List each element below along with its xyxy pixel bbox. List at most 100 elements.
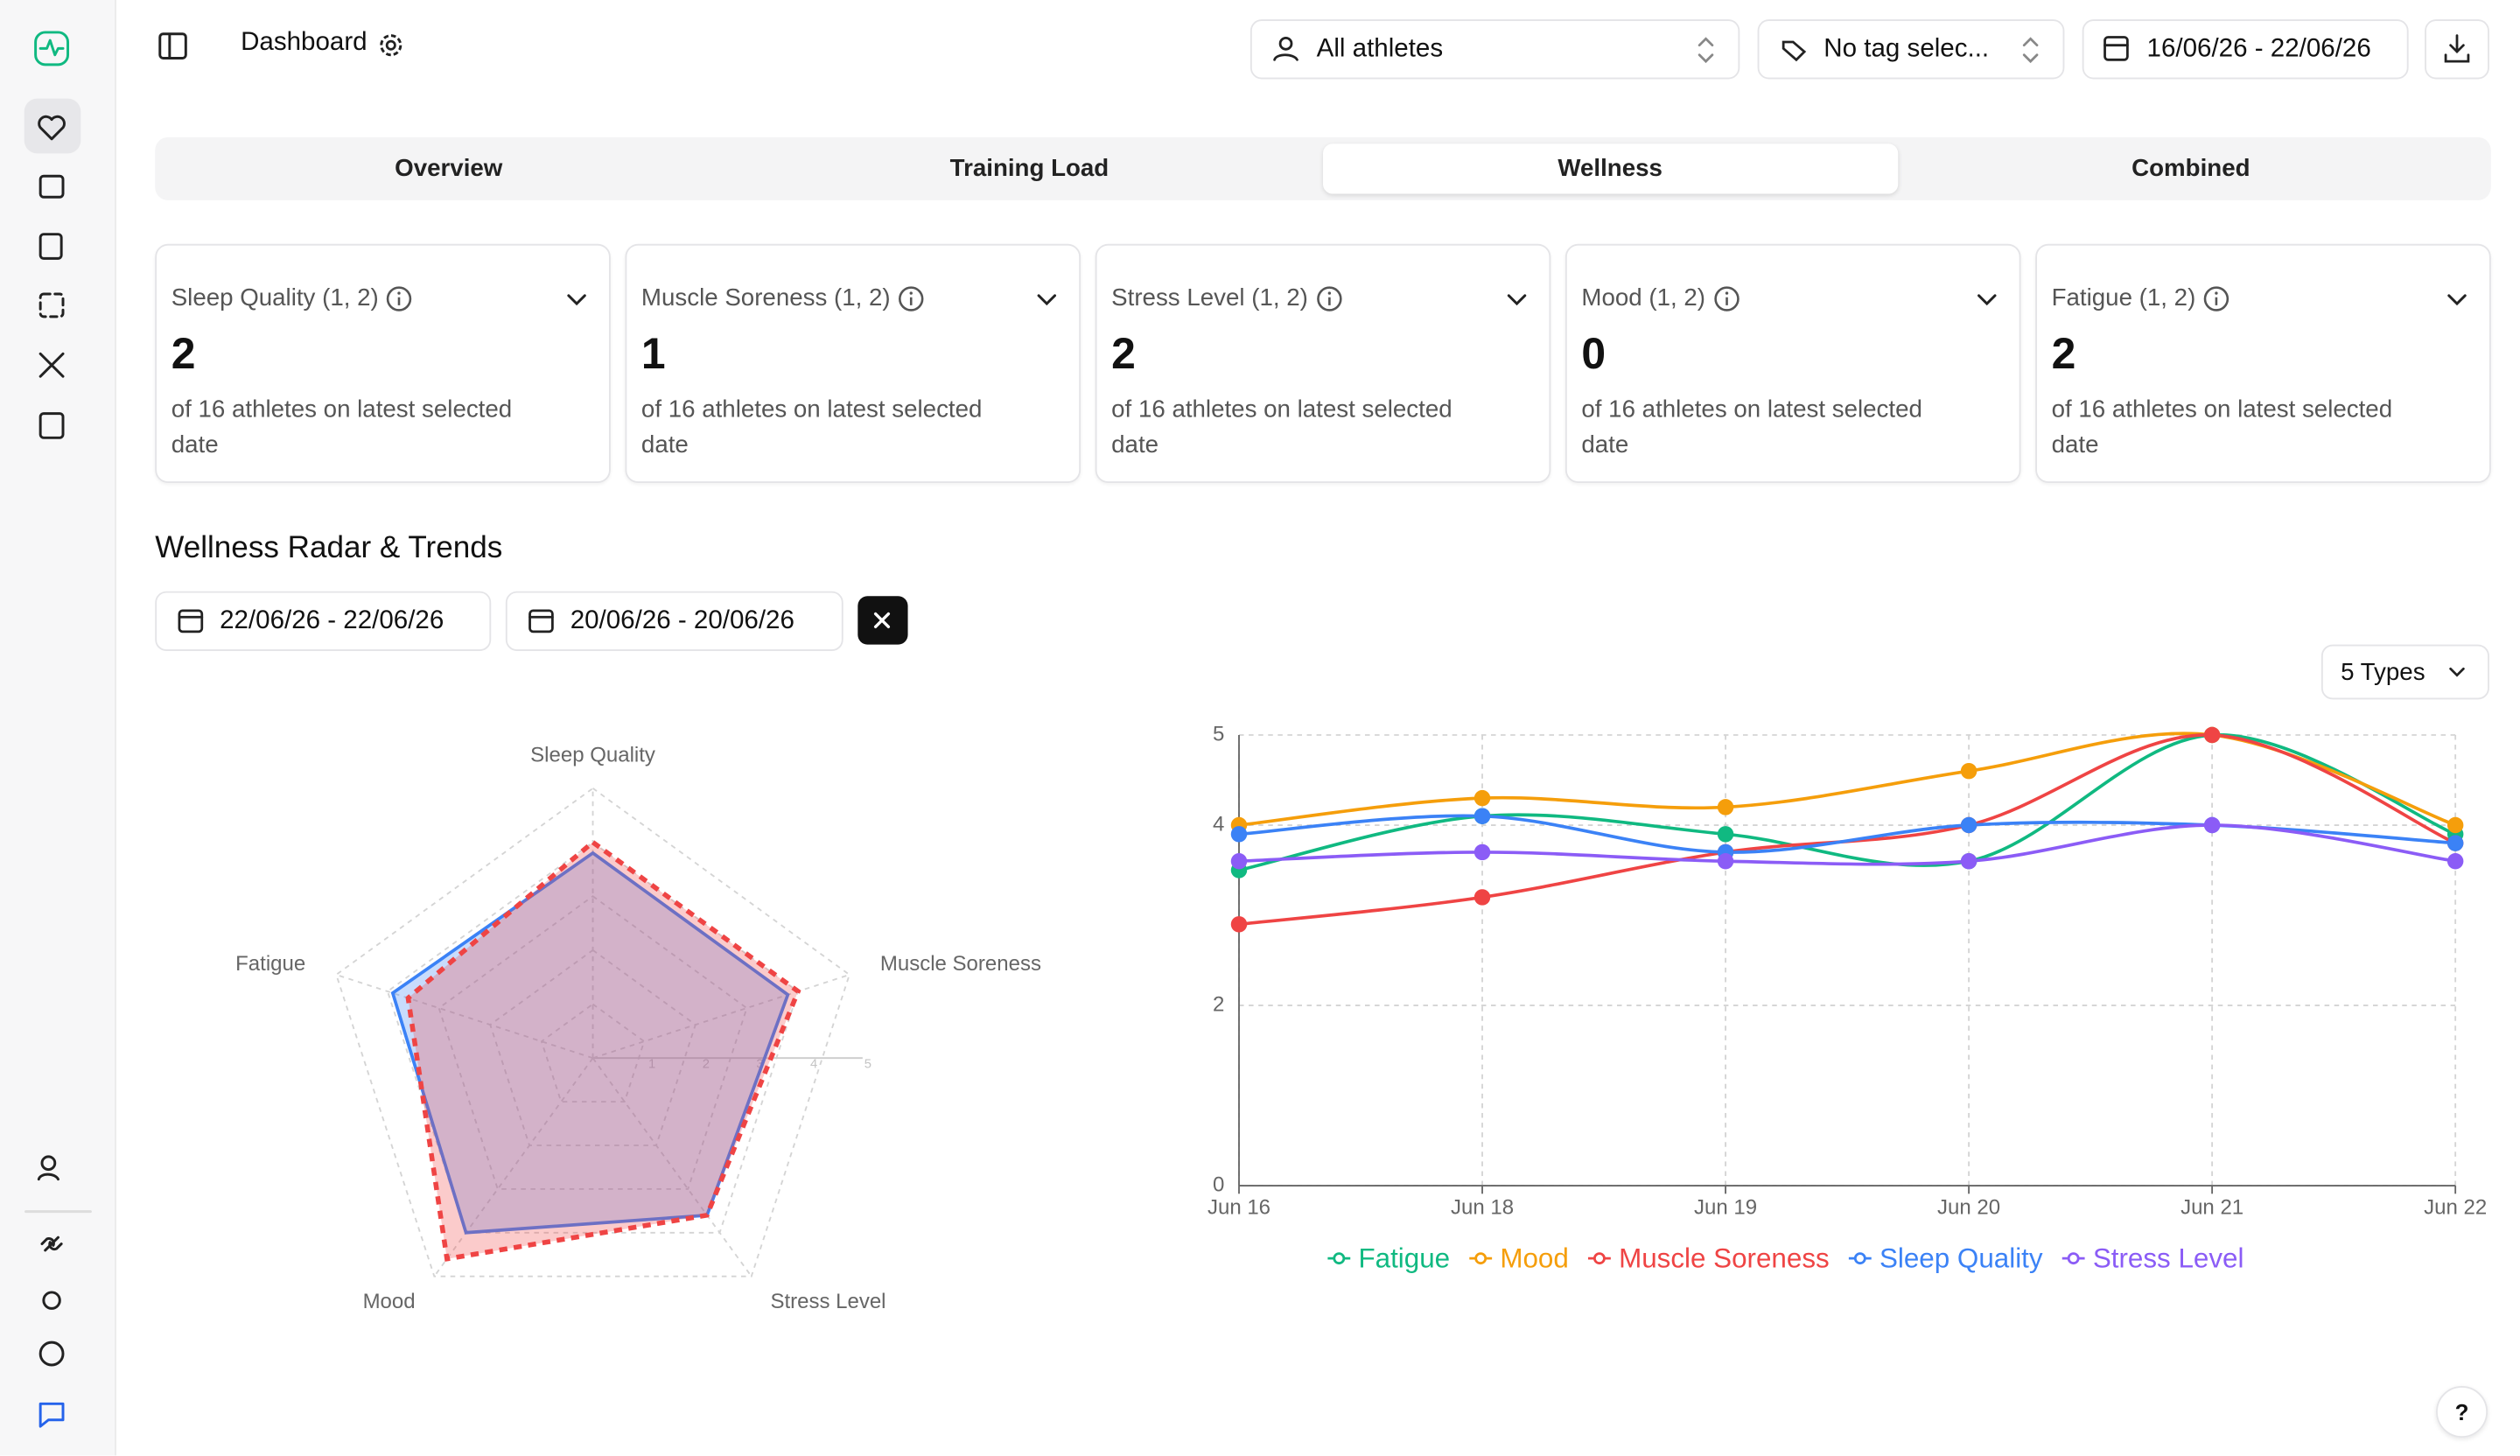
- tab[interactable]: Training Load: [949, 155, 1110, 183]
- radar-tick-label: 2: [703, 1058, 710, 1072]
- radar-date-b[interactable]: 20/06/26 - 20/06/26: [505, 591, 844, 652]
- nav-users-body: [37, 1172, 60, 1181]
- logo[interactable]: [34, 31, 70, 66]
- nav-wellness[interactable]: [38, 115, 66, 141]
- tag-select[interactable]: No tag selec...: [1757, 19, 2065, 80]
- settings-icon[interactable]: [376, 31, 405, 60]
- data-point: [1717, 826, 1734, 843]
- card-title: Sleep Quality (1, 2): [171, 284, 379, 312]
- tab[interactable]: Combined: [2132, 155, 2250, 183]
- nav-calendar[interactable]: [38, 174, 65, 199]
- nav-link[interactable]: [40, 1236, 63, 1252]
- download-button[interactable]: [2425, 19, 2489, 80]
- radar-spoke: [592, 1057, 752, 1278]
- logo-mark: [38, 38, 65, 57]
- nav-forms[interactable]: [38, 233, 63, 260]
- x-tick-label: Jun 20: [1937, 1195, 2000, 1219]
- info-icon[interactable]: [384, 284, 413, 313]
- legend-swatch-dot: [2067, 1252, 2080, 1265]
- data-point: [2446, 852, 2464, 870]
- types-label: 5 Types: [2341, 658, 2426, 686]
- sidebar-toggle[interactable]: [155, 29, 191, 65]
- summary-card[interactable]: Muscle Soreness (1, 2) 1 of 16 athletes on…: [625, 243, 1082, 484]
- radar-series: [405, 839, 802, 1262]
- card-title: Muscle Soreness (1, 2): [640, 284, 891, 312]
- x-tick-label: Jun 19: [1694, 1195, 1757, 1219]
- data-point: [1230, 826, 1248, 843]
- tab[interactable]: Overview: [395, 155, 503, 183]
- radar-axis-label: Sleep Quality: [530, 743, 655, 766]
- data-point: [2446, 816, 2464, 834]
- data-point: [1230, 916, 1248, 933]
- legend-swatch-dot: [1592, 1252, 1606, 1265]
- nav-reports[interactable]: [38, 412, 65, 439]
- summary-card[interactable]: Mood (1, 2) 0 of 16 athletes on latest sel…: [1564, 243, 2021, 484]
- date-range-label: 16/06/26 - 22/06/26: [2146, 34, 2371, 63]
- data-point: [2446, 835, 2464, 851]
- data-point: [1717, 799, 1734, 816]
- radar-tick-label: 4: [810, 1058, 817, 1072]
- data-point: [1230, 852, 1248, 870]
- data-point: [2203, 816, 2221, 834]
- radar-date-a[interactable]: 22/06/26 - 22/06/26: [155, 591, 492, 652]
- summary-card[interactable]: Stress Level (1, 2) 2 of 16 athletes on la…: [1095, 243, 1551, 484]
- card-expand[interactable]: [1970, 283, 2003, 315]
- card-title: Stress Level (1, 2): [1111, 284, 1308, 312]
- data-point: [1960, 762, 1978, 780]
- series-line: [1238, 814, 2456, 854]
- radar-grid: [438, 895, 748, 1190]
- series-line: [1238, 733, 2456, 872]
- radar-axis-label: Muscle Soreness: [880, 952, 1041, 976]
- legend-label: Sleep Quality: [1880, 1242, 2043, 1273]
- card-value: 2: [171, 329, 196, 379]
- nav-active[interactable]: [24, 98, 81, 154]
- nav-drills[interactable]: [38, 352, 65, 378]
- tab-bar: Overview Training Load Wellness Combined: [155, 136, 2491, 200]
- card-caption: of 16 athletes on latest selected date: [640, 396, 983, 459]
- section-title: Wellness Radar & Trends: [155, 531, 503, 566]
- card-title: Fatigue (1, 2): [2051, 284, 2196, 312]
- x-tick-label: Jun 18: [1451, 1195, 1514, 1219]
- radar-tick-label: 5: [864, 1058, 872, 1072]
- card-caption: of 16 athletes on latest selected date: [1111, 396, 1452, 459]
- info-icon[interactable]: [1712, 284, 1741, 313]
- summary-card[interactable]: Sleep Quality (1, 2) 2 of 16 athletes on l…: [155, 243, 611, 484]
- info-icon[interactable]: [897, 284, 926, 313]
- nav-users[interactable]: [40, 1155, 57, 1172]
- summary-card[interactable]: Fatigue (1, 2) 2 of 16 athletes on latest …: [2035, 243, 2491, 484]
- date-range-picker[interactable]: 16/06/26 - 22/06/26: [2082, 19, 2409, 80]
- nav-support[interactable]: [38, 1340, 65, 1367]
- info-icon[interactable]: [2202, 284, 2230, 313]
- y-tick-label: 4: [1213, 812, 1224, 836]
- radar-date-a-label: 22/06/26 - 22/06/26: [220, 606, 444, 634]
- tab[interactable]: Wellness: [1323, 144, 1898, 194]
- data-point: [1474, 844, 1491, 861]
- sidebar: [0, 0, 116, 1456]
- card-caption: of 16 athletes on latest selected date: [1581, 396, 1922, 459]
- nav-scan[interactable]: [38, 292, 65, 318]
- nav-chat[interactable]: [38, 1402, 65, 1428]
- card-expand[interactable]: [1501, 283, 1533, 315]
- data-point: [1474, 889, 1491, 906]
- radar-axis-label: Mood: [363, 1290, 416, 1313]
- radar-spoke: [433, 1057, 594, 1278]
- card-caption: of 16 athletes on latest selected date: [2051, 396, 2393, 459]
- athletes-select[interactable]: All athletes: [1250, 19, 1740, 80]
- nav-ideas[interactable]: [42, 1291, 61, 1310]
- series-line: [1238, 823, 2456, 866]
- help-label: ?: [2454, 1398, 2469, 1425]
- info-icon[interactable]: [1315, 284, 1344, 313]
- legend-label: Fatigue: [1358, 1242, 1450, 1273]
- data-point: [1960, 816, 1978, 834]
- card-expand[interactable]: [561, 283, 593, 315]
- legend-swatch-dot: [1474, 1252, 1488, 1265]
- help-button[interactable]: ?: [2436, 1386, 2488, 1438]
- legend-label: Mood: [1500, 1242, 1568, 1273]
- athletes-label: All athletes: [1316, 34, 1444, 63]
- radar-axis-label: Stress Level: [770, 1290, 886, 1313]
- legend: Fatigue Mood Muscle Soreness Sleep Quality S…: [1327, 1242, 2244, 1273]
- card-expand[interactable]: [1031, 283, 1063, 315]
- card-expand[interactable]: [2441, 283, 2474, 315]
